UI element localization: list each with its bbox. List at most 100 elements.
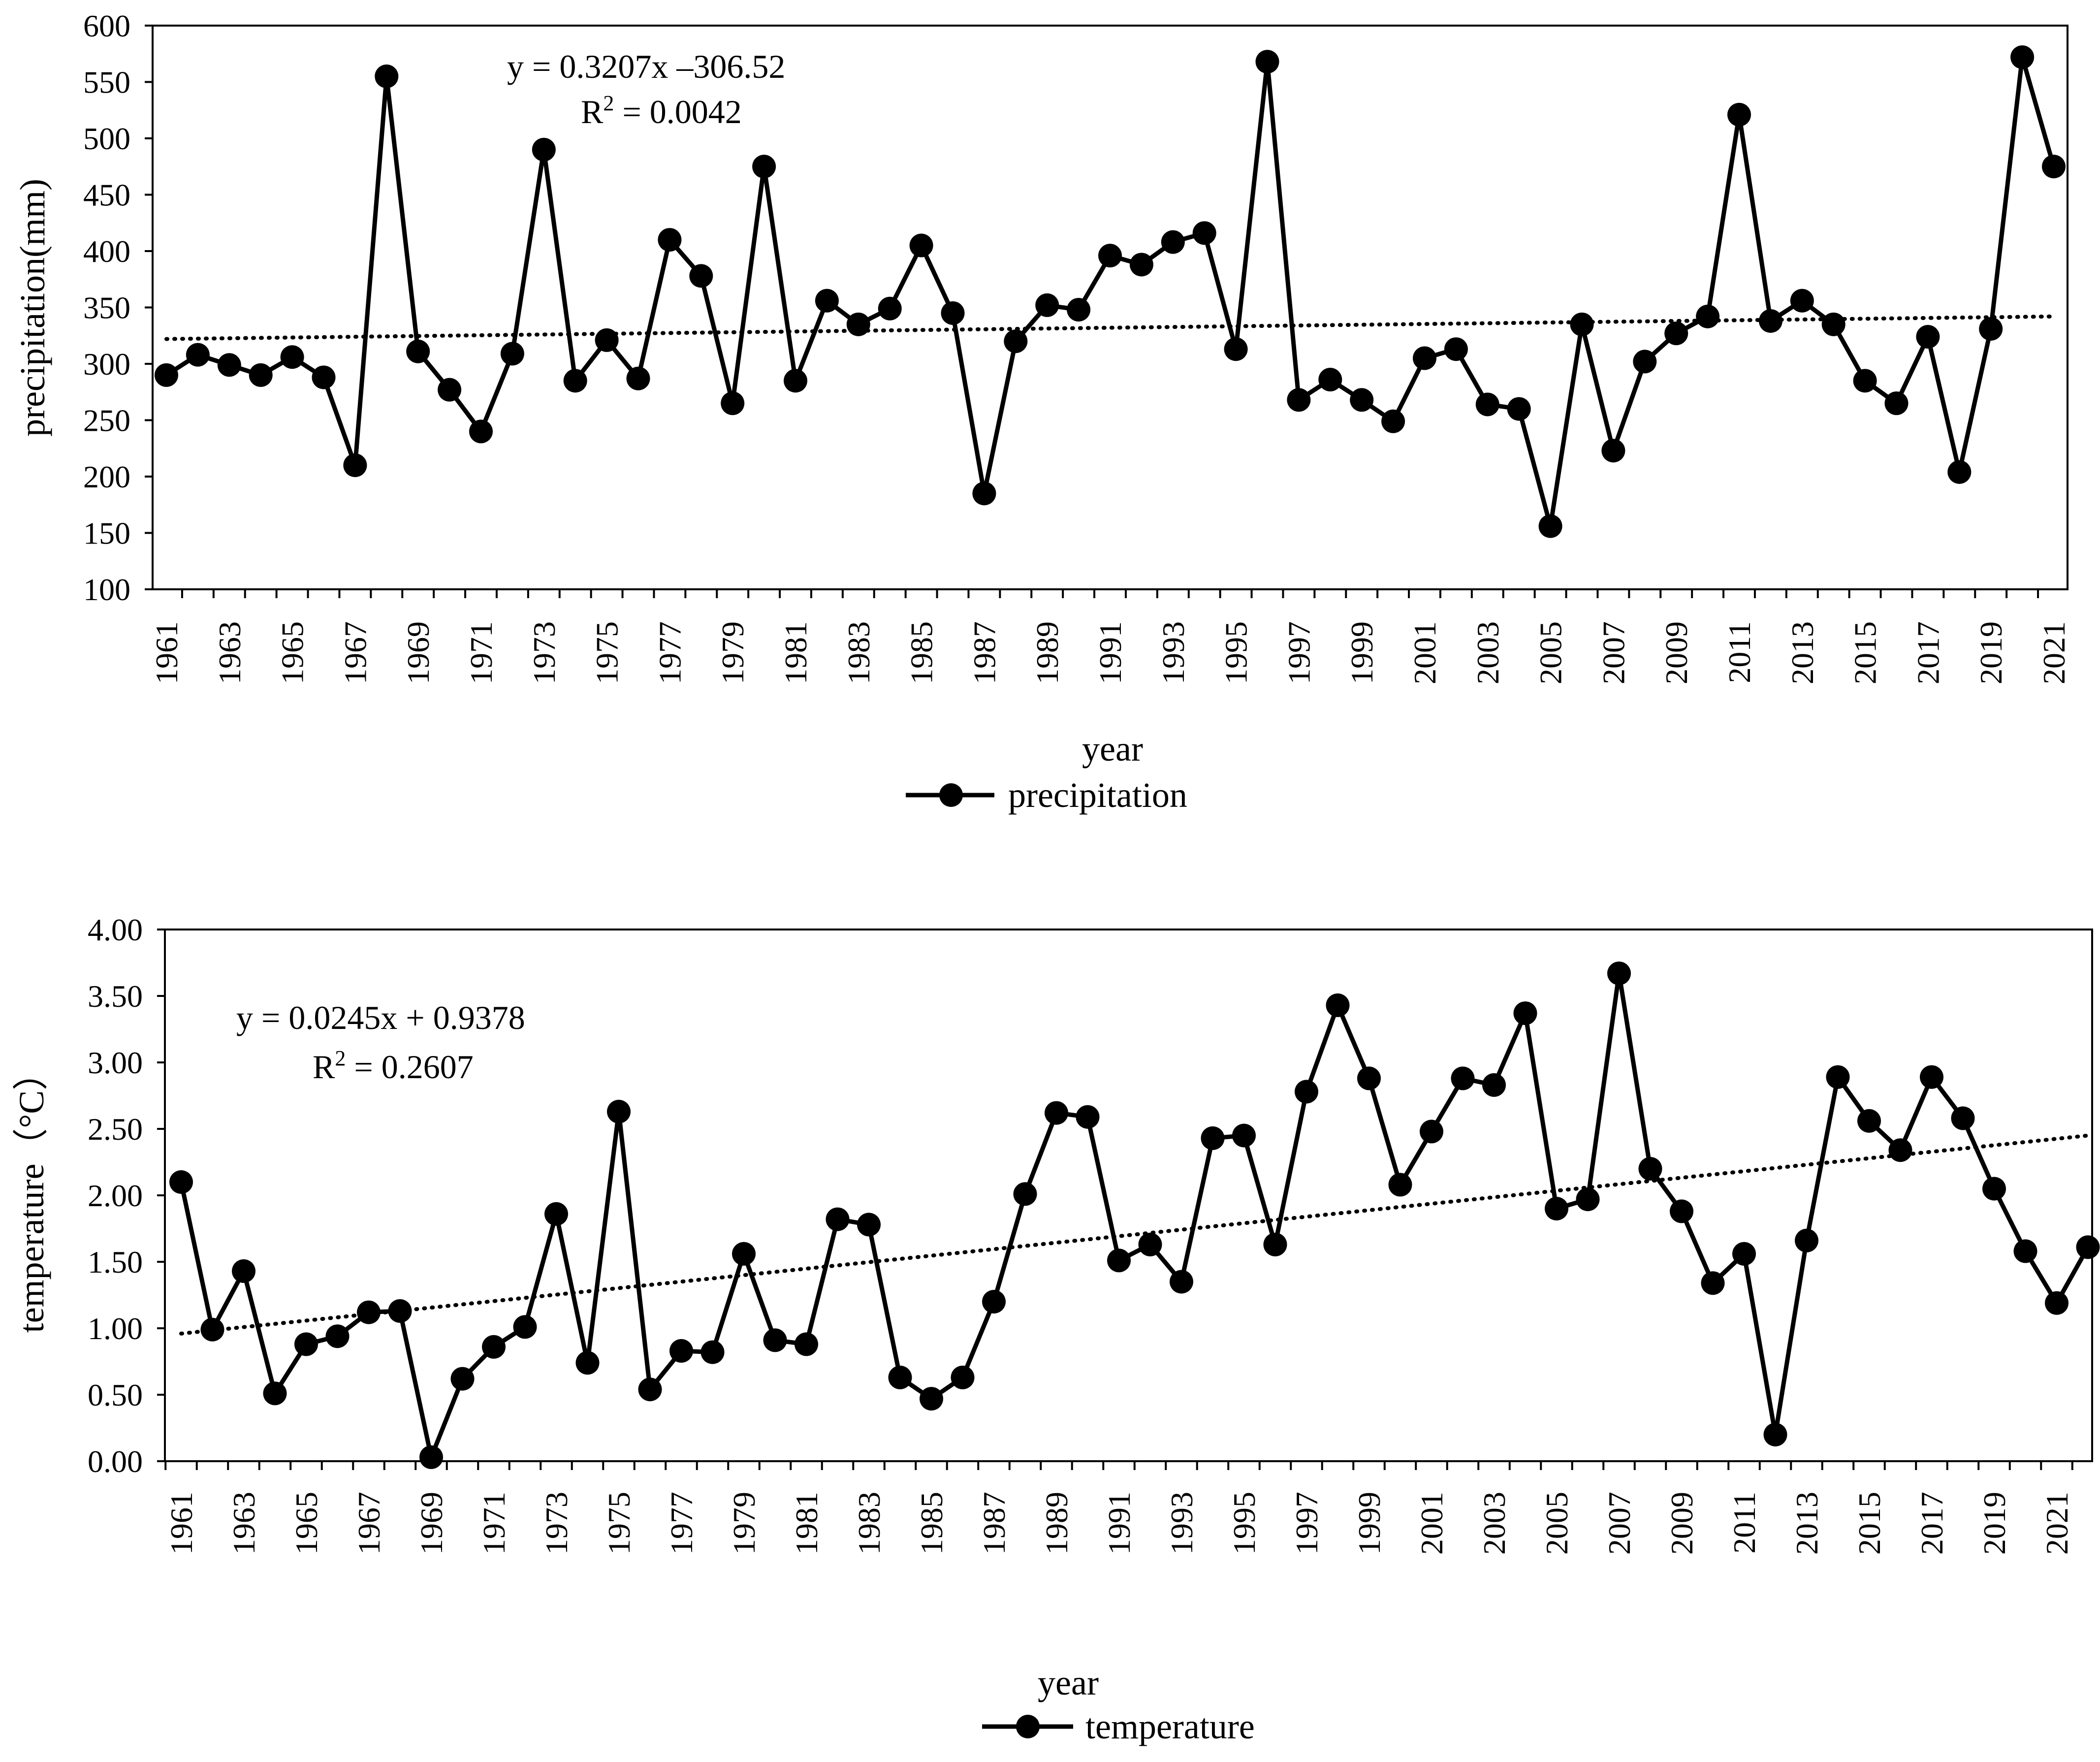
data-point xyxy=(325,1324,350,1348)
data-point xyxy=(1601,439,1625,463)
y-tick-label: 500 xyxy=(83,121,130,156)
data-point xyxy=(2042,155,2066,179)
data-point xyxy=(1129,253,1153,277)
x-tick-label: 2003 xyxy=(1470,621,1505,684)
y-tick-label: 0.50 xyxy=(88,1378,143,1412)
x-tick-label: 1995 xyxy=(1219,621,1254,684)
data-point xyxy=(217,353,241,377)
x-tick-label: 2007 xyxy=(1596,621,1631,684)
data-point xyxy=(232,1259,255,1283)
data-point xyxy=(784,369,807,393)
legend-label: temperature xyxy=(1085,1707,1255,1746)
x-tick-label: 1995 xyxy=(1227,1492,1262,1555)
legend: temperature xyxy=(982,1707,1255,1746)
x-tick-label: 2009 xyxy=(1659,621,1694,684)
data-point xyxy=(1475,392,1499,416)
data-point xyxy=(1795,1228,1818,1252)
x-tick-label: 2007 xyxy=(1602,1492,1637,1555)
legend-marker xyxy=(939,783,963,807)
data-point xyxy=(1857,1109,1881,1133)
x-tick-label: 2019 xyxy=(1977,1492,2012,1555)
data-point xyxy=(1670,1199,1693,1223)
x-tick-label: 2005 xyxy=(1539,1492,1574,1555)
data-point xyxy=(1763,1423,1787,1446)
data-point xyxy=(2045,1291,2068,1315)
x-tick-label: 1997 xyxy=(1281,621,1316,684)
data-point xyxy=(1098,244,1122,268)
data-point xyxy=(1287,388,1311,412)
data-point xyxy=(626,366,650,390)
data-point xyxy=(878,296,902,320)
data-point xyxy=(1888,1138,1912,1162)
data-point xyxy=(482,1335,506,1359)
data-point xyxy=(1224,337,1248,361)
x-tick-label: 1985 xyxy=(914,1492,949,1555)
data-point xyxy=(513,1315,537,1339)
x-tick-label: 1961 xyxy=(149,621,184,684)
x-tick-label: 1979 xyxy=(715,621,750,684)
x-tick-label: 1965 xyxy=(289,1492,324,1555)
data-point xyxy=(920,1387,943,1411)
trend-equation: y = 0.0245x + 0.9378 xyxy=(236,999,525,1036)
data-point xyxy=(595,328,619,352)
y-axis-label: precipitation(mm) xyxy=(13,179,52,437)
y-tick-label: 100 xyxy=(83,572,130,607)
x-tick-label: 1991 xyxy=(1093,621,1128,684)
data-point xyxy=(1916,325,1940,349)
x-tick-label: 1991 xyxy=(1102,1492,1137,1555)
data-point xyxy=(1513,1001,1537,1025)
data-point xyxy=(544,1202,568,1226)
data-point xyxy=(1979,317,2003,341)
x-tick-label: 2021 xyxy=(2036,621,2071,684)
data-point xyxy=(846,312,870,336)
legend-label: precipitation xyxy=(1008,775,1187,815)
data-point xyxy=(732,1242,756,1266)
data-point xyxy=(1420,1120,1443,1144)
x-tick-label: 1961 xyxy=(164,1492,199,1555)
data-point xyxy=(1255,50,1279,74)
data-point xyxy=(280,345,304,369)
x-tick-label: 2001 xyxy=(1414,1492,1449,1555)
data-point xyxy=(1192,221,1216,245)
data-point xyxy=(1633,350,1657,374)
data-point xyxy=(826,1207,850,1231)
data-point xyxy=(575,1351,600,1375)
data-point xyxy=(263,1381,287,1406)
data-point xyxy=(1201,1126,1225,1150)
x-tick-label: 1983 xyxy=(852,1492,887,1555)
data-point xyxy=(1138,1232,1162,1256)
data-point xyxy=(721,391,745,416)
x-tick-label: 1965 xyxy=(275,621,310,684)
data-point xyxy=(607,1099,631,1123)
data-point xyxy=(1388,1173,1412,1197)
x-tick-label: 1993 xyxy=(1164,1492,1199,1555)
x-tick-label: 2015 xyxy=(1848,621,1883,684)
data-point xyxy=(1826,1065,1850,1089)
y-tick-label: 2.50 xyxy=(88,1112,143,1147)
data-point xyxy=(1326,993,1350,1017)
plot-frame xyxy=(152,25,2068,590)
x-tick-label: 1963 xyxy=(226,1492,261,1555)
data-point xyxy=(888,1365,912,1389)
data-point xyxy=(1381,409,1405,433)
x-tick-label: 1989 xyxy=(1039,1492,1074,1555)
x-tick-label: 2011 xyxy=(1727,1492,1762,1554)
data-point xyxy=(2076,1235,2100,1259)
data-point xyxy=(1350,388,1374,412)
data-point xyxy=(972,481,996,506)
data-point xyxy=(1701,1271,1725,1295)
data-point xyxy=(2013,1239,2037,1263)
data-point xyxy=(500,342,524,366)
y-tick-label: 250 xyxy=(83,403,130,438)
data-point xyxy=(909,233,933,257)
x-tick-label: 1977 xyxy=(664,1492,699,1555)
x-tick-label: 1971 xyxy=(477,1492,511,1555)
y-tick-label: 0.00 xyxy=(88,1444,143,1479)
temperature-chart: 0.00 0.50 1.00 1.50 2.00 2.50 3.00 3.50 4.00 1961… xyxy=(12,912,2100,1746)
data-point xyxy=(1232,1123,1256,1148)
data-point xyxy=(1263,1232,1287,1256)
data-point xyxy=(1357,1066,1381,1090)
x-tick-label: 1981 xyxy=(789,1492,824,1555)
data-point xyxy=(375,64,399,89)
